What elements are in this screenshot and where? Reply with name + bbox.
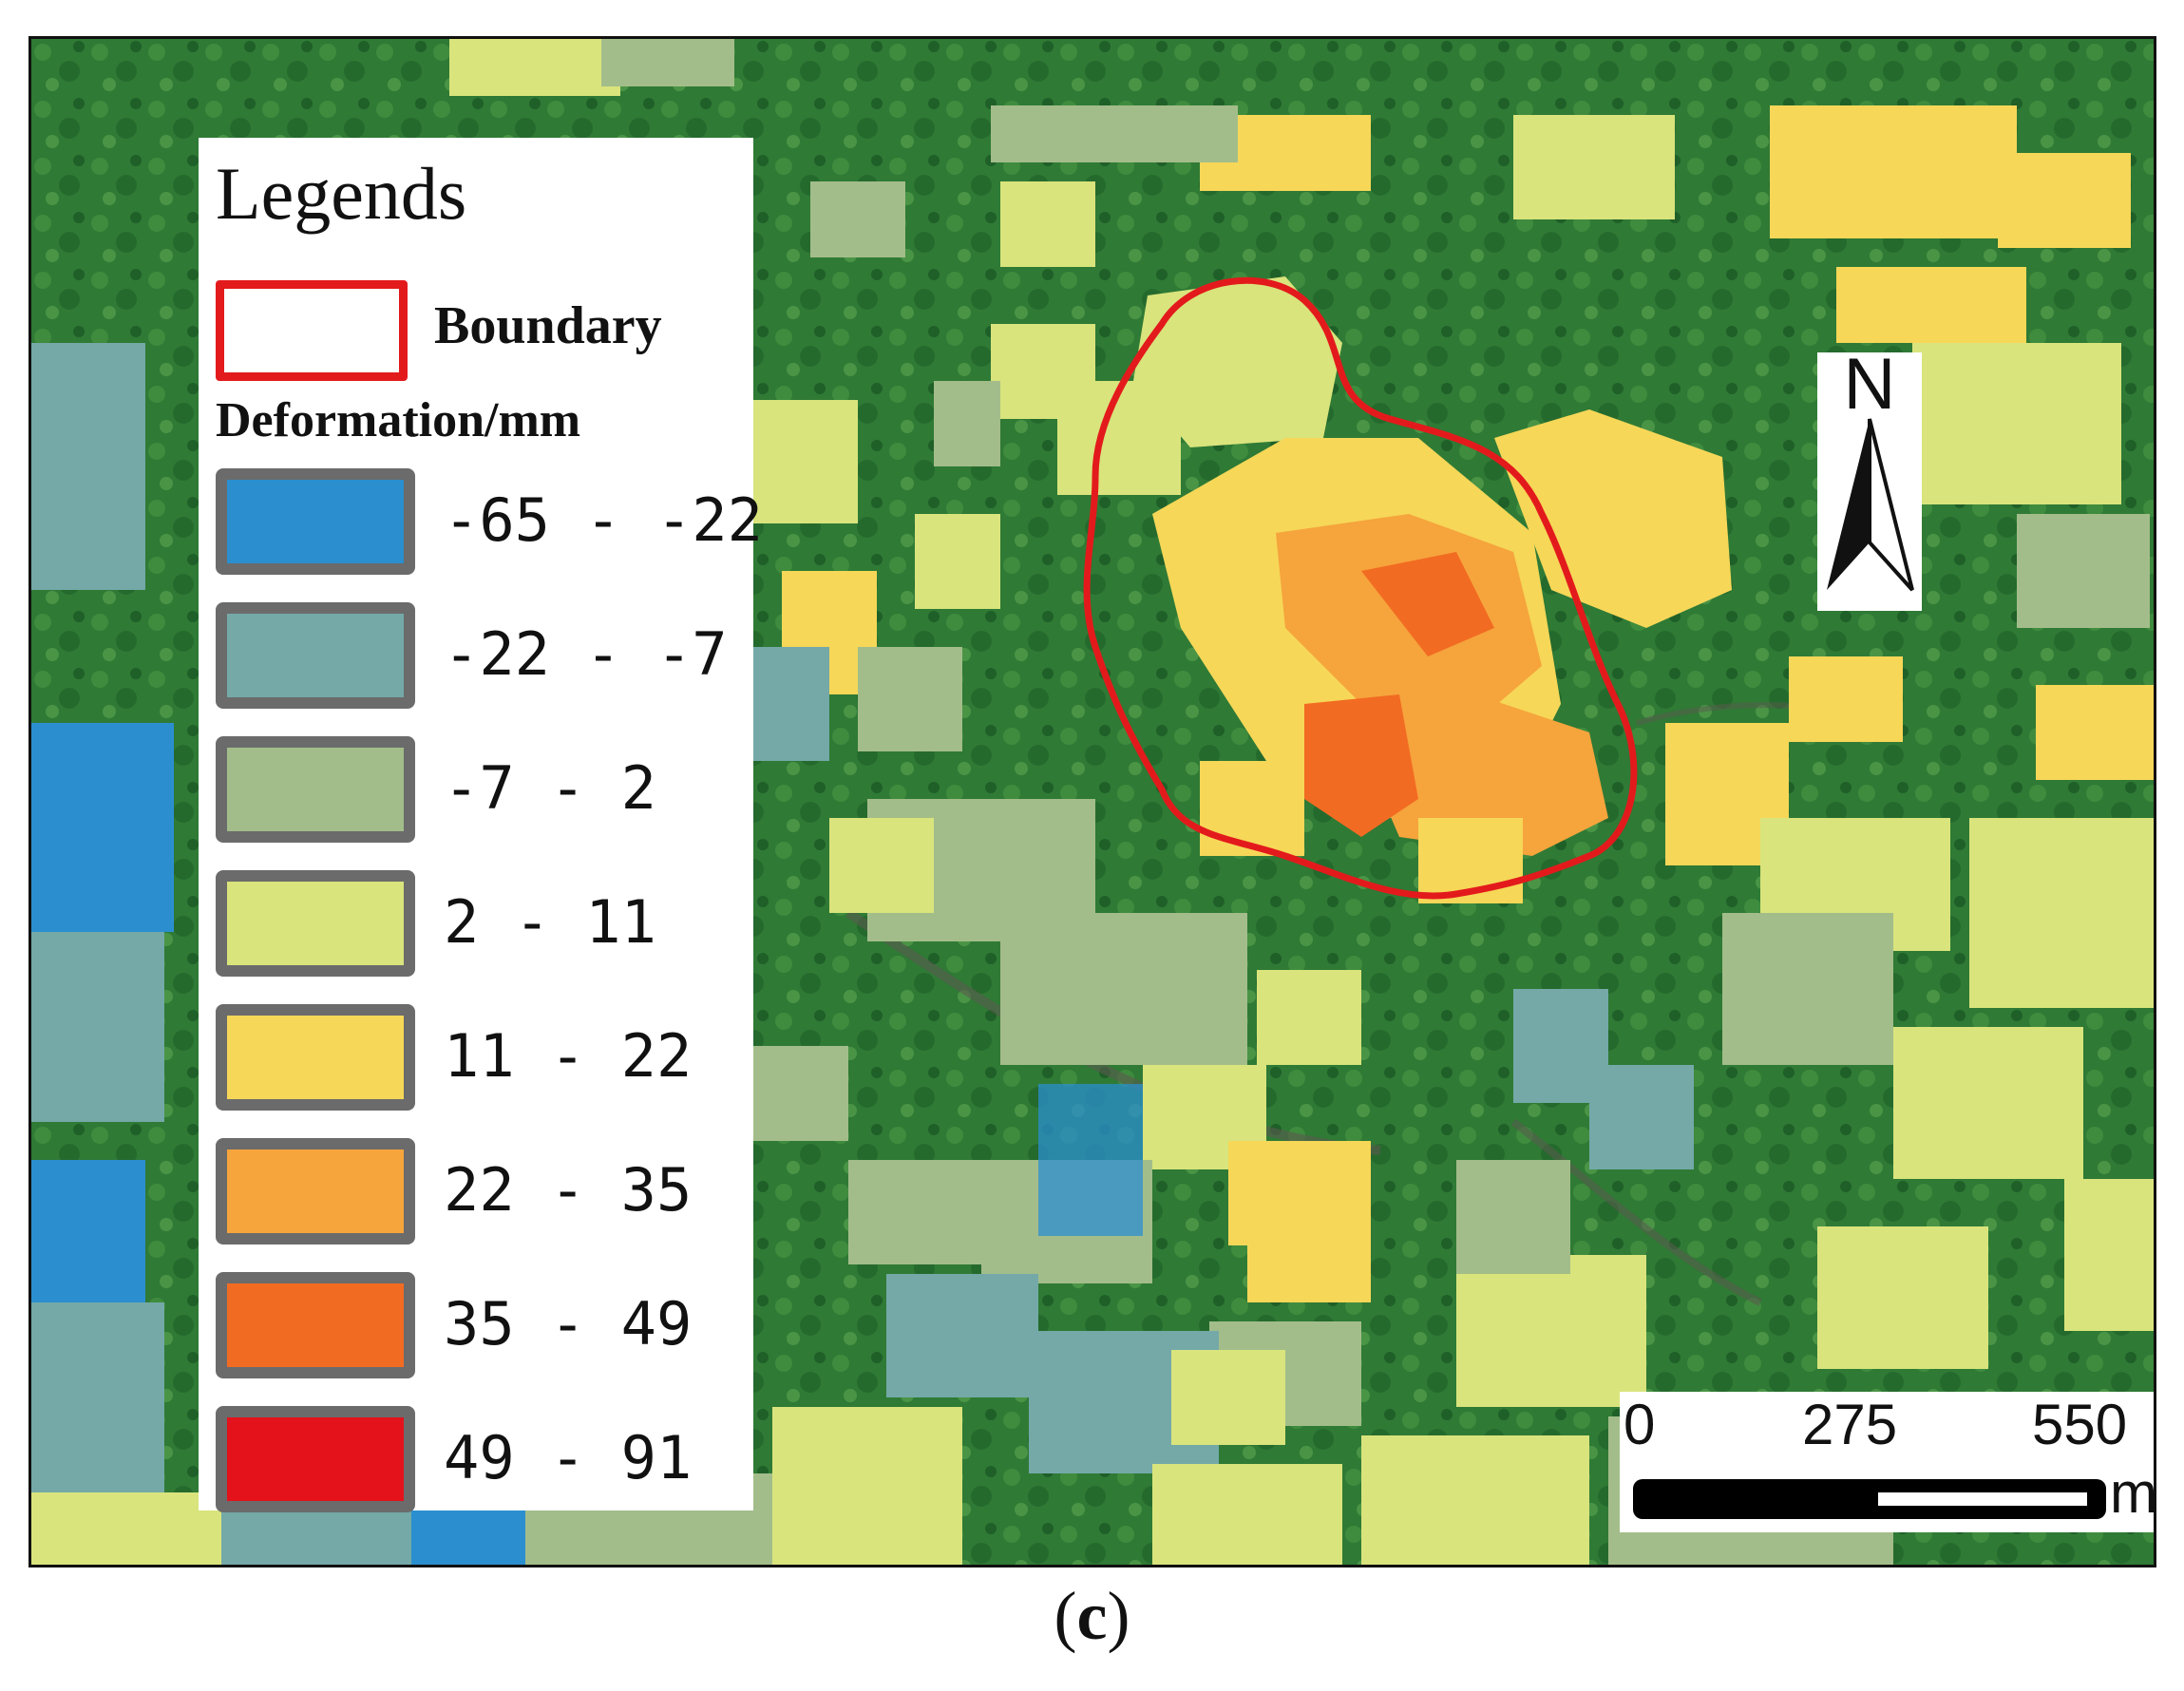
legend-class-row: 22 - 35 — [216, 1138, 748, 1244]
caption-open: ( — [1054, 1578, 1077, 1654]
scale-bar-white — [1878, 1492, 2087, 1506]
patch-11-22 — [1836, 267, 2026, 343]
patch-neg22-neg7 — [886, 1274, 1038, 1397]
patch-neg7-2 — [734, 1046, 848, 1141]
patch-2-11 — [2064, 1179, 2154, 1331]
patch-11-22 — [1770, 105, 2017, 238]
caption-letter: c — [1076, 1578, 1108, 1654]
patch-neg7-2 — [1722, 913, 1893, 1065]
legend-class-row: -65 - -22 — [216, 468, 763, 575]
north-arrow: N — [1817, 344, 1922, 611]
legend-class-label: 49 - 91 — [444, 1423, 693, 1492]
patch-2-11 — [1152, 1464, 1342, 1565]
patch-22-35 — [1342, 694, 1608, 856]
legend-color-swatch — [216, 1272, 415, 1378]
ridge-line — [1510, 1118, 1762, 1306]
legend-color-swatch — [216, 1138, 415, 1244]
legend: Legends Boundary Deformation/mm -65 - -2… — [199, 138, 763, 1512]
boundary-swatch — [216, 280, 408, 381]
patch-2-11 — [1817, 1226, 1988, 1369]
scale-tick-550: 550 — [2032, 1393, 2128, 1456]
legend-color-swatch — [216, 1004, 415, 1111]
patch-2-11 — [991, 324, 1095, 419]
north-arrow-icon — [1827, 418, 1914, 592]
legend-color-swatch — [216, 468, 415, 575]
legend-class-label: -7 - 2 — [444, 753, 656, 823]
patch-11-22 — [1494, 409, 1732, 628]
scale-bar: 0 275 550 m — [1620, 1392, 2156, 1532]
boundary-label: Boundary — [434, 296, 662, 355]
patch-neg7-2 — [858, 647, 962, 751]
scale-unit: m — [2110, 1461, 2156, 1525]
legend-color-swatch — [216, 1406, 415, 1512]
patch-2-11 — [1171, 1350, 1285, 1445]
patch-2-11 — [915, 514, 1000, 609]
patch-11-22 — [1200, 761, 1304, 856]
patch-11-22 — [2036, 685, 2154, 780]
patch-2-11 — [829, 818, 934, 913]
legend-class-row: 2 - 11 — [216, 870, 748, 977]
patch-2-11 — [753, 400, 858, 523]
legend-color-swatch — [216, 870, 415, 977]
caption-close: ) — [1107, 1578, 1130, 1654]
patch-11-22 — [1789, 656, 1903, 742]
patch-neg7-2 — [601, 39, 734, 86]
legend-title: Legends — [216, 152, 467, 235]
patch-neg22-neg7 — [31, 1302, 164, 1492]
legend-class-row: 49 - 91 — [216, 1406, 748, 1512]
patch-2-11 — [1000, 181, 1095, 267]
deformation-patches — [31, 39, 2154, 1565]
legend-class-label: 22 - 35 — [444, 1155, 693, 1225]
legend-class-row: -22 - -7 — [216, 602, 748, 709]
patch-2-11 — [2017, 514, 2150, 628]
patch-neg65-neg22 — [31, 1160, 145, 1302]
patch-2-11 — [1893, 1027, 2083, 1179]
scale-tick-0: 0 — [1624, 1393, 1656, 1456]
legend-class-label: 11 - 22 — [444, 1021, 693, 1091]
legend-class-row: 11 - 22 — [216, 1004, 748, 1111]
patch-2-11 — [1133, 276, 1342, 447]
patch-neg22-neg7 — [31, 932, 164, 1122]
patch-2-11 — [1969, 818, 2154, 1008]
patch-2-11 — [1361, 1435, 1589, 1565]
patch-neg7-2 — [934, 381, 1000, 466]
patch-neg22-neg7 — [1513, 989, 1608, 1103]
north-label: N — [1843, 344, 1896, 425]
patch-neg65-neg22 — [31, 723, 174, 932]
legend-color-swatch — [216, 736, 415, 843]
patch-neg7-2 — [1000, 913, 1247, 1065]
patch-2-11 — [1912, 343, 2121, 504]
figure-caption: (c) — [0, 1577, 2184, 1656]
scale-tick-275: 275 — [1802, 1393, 1898, 1456]
legend-class-row: -7 - 2 — [216, 736, 748, 843]
patch-2-11 — [1513, 115, 1675, 219]
patch-2-11 — [772, 1407, 962, 1565]
patch-2-11 — [1456, 1255, 1646, 1407]
patch-neg7-2 — [1456, 1160, 1570, 1274]
legend-class-label: 35 - 49 — [444, 1289, 693, 1358]
patch-35-49 — [1361, 552, 1494, 656]
patch-neg7-2 — [991, 105, 1238, 162]
deformation-title: Deformation/mm — [216, 393, 581, 447]
patch-2-11 — [1257, 970, 1361, 1065]
legend-class-label: -65 - -22 — [444, 485, 763, 555]
patch-2-11 — [449, 39, 620, 96]
landslide-boundary — [1083, 276, 1638, 900]
legend-class-label: -22 - -7 — [444, 619, 728, 689]
legend-class-row: 35 - 49 — [216, 1272, 748, 1378]
legend-class-label: 2 - 11 — [444, 887, 656, 957]
patch-neg7-2 — [810, 181, 905, 257]
map-frame: Legends Boundary Deformation/mm -65 - -2… — [28, 36, 2156, 1568]
patch-11-22 — [1998, 153, 2131, 248]
patch-2-11 — [31, 1492, 221, 1565]
patch-35-49 — [1304, 694, 1418, 837]
patch-neg22-neg7 — [1038, 1084, 1143, 1236]
legend-color-swatch — [216, 602, 415, 709]
patch-11-22 — [1228, 1141, 1371, 1245]
patch-neg22-neg7 — [31, 343, 145, 590]
landslide-deformation — [1133, 276, 1732, 903]
patch-neg7-2 — [848, 1160, 991, 1264]
